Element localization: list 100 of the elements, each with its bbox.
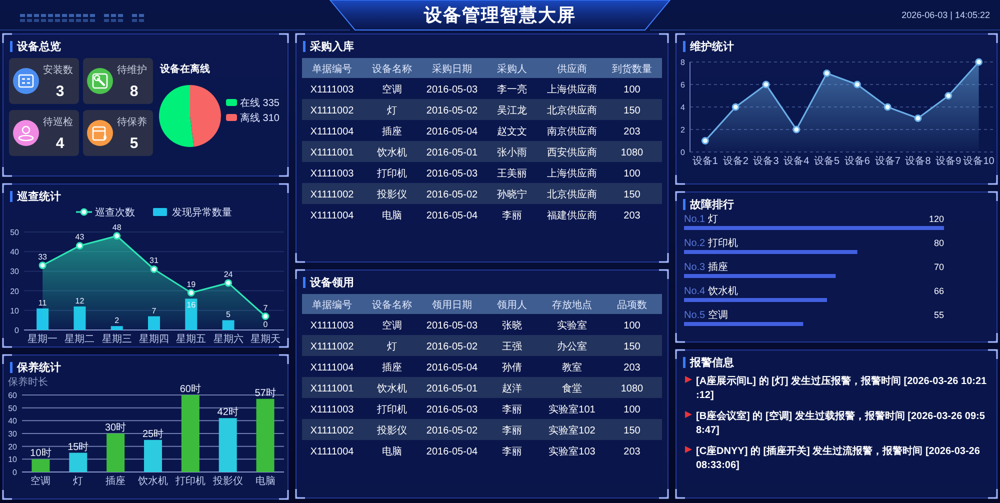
x-tick-label: 灯 [73, 475, 84, 487]
data-label: 48 [112, 222, 122, 232]
text: 1080 [620, 384, 644, 394]
y-tick-label: No.2 打印机 [684, 237, 738, 249]
category-label: 采购日期 [432, 63, 472, 75]
category-label: 设备名称 [372, 299, 412, 311]
text: 2016-05-01 [426, 148, 478, 158]
text: 食堂 [562, 384, 582, 394]
y-tick-label: 10 [10, 306, 20, 316]
chart-title: 故障排行 [689, 198, 734, 211]
text: 吴江龙 [497, 106, 527, 116]
text: 1080 [620, 148, 644, 158]
text: 100 [624, 84, 640, 96]
x-tick-label: 插座 [106, 475, 126, 487]
legend-label: 离线 310 [240, 112, 280, 124]
data-label: 0 [263, 320, 268, 329]
text: X1111003 [310, 320, 354, 332]
x-tick-label: 星期三 [102, 333, 132, 345]
text: X1111004 [310, 362, 354, 374]
x-tick-label: 投影仪 [212, 475, 243, 487]
text: 投影仪 [377, 426, 407, 436]
chart-title: 巡查统计 [16, 190, 61, 203]
category-label: 待保养 [117, 116, 147, 128]
text: 2016-05-04 [426, 210, 478, 222]
text: 空调 [382, 84, 402, 96]
text: 张小雨 [497, 148, 527, 158]
text: X1111001 [310, 384, 354, 394]
text: X1111004 [310, 210, 354, 222]
text: 2026-06-03 | 14:05:22 [902, 10, 990, 20]
x-tick-label: 设备9 [936, 155, 962, 167]
text: 150 [624, 342, 640, 352]
category-label: 设备名称 [372, 63, 412, 75]
text: X1111002 [310, 342, 354, 352]
x-tick-label: 设备5 [814, 155, 840, 167]
text: [C座DNYY] 的 [插座开关] 发生过流报警，报警时间 [2026-03-26 08:33:06] [696, 445, 983, 471]
y-tick-label: No.4 饮水机 [684, 285, 738, 297]
category-label: 单据编号 [312, 63, 352, 75]
text: 实验室101 [548, 404, 596, 416]
chart-title: 维护统计 [689, 40, 734, 53]
text: 上海供应商 [547, 168, 597, 180]
category-label: 待巡检 [43, 116, 73, 128]
text: 2016-05-03 [426, 320, 478, 332]
y-tick-label: No.1 灯 [684, 213, 718, 225]
data-label: 16 [186, 300, 196, 310]
text: 100 [624, 320, 640, 332]
text: 3 [56, 83, 64, 100]
data-label: 2 [114, 316, 120, 326]
y-tick-label: 60 [8, 391, 18, 400]
legend-label: 发现异常数量 [172, 206, 232, 218]
data-label: 12 [75, 296, 85, 306]
y-tick-label: 10 [8, 455, 18, 464]
data-label: 11 [38, 298, 48, 308]
text: 李丽 [502, 404, 522, 416]
text: 150 [624, 426, 640, 436]
text: 4 [56, 135, 65, 152]
y-tick-label: 4 [680, 103, 686, 112]
text: 王强 [502, 342, 522, 352]
text: 2016-05-04 [426, 446, 478, 458]
text: 203 [624, 126, 640, 138]
text: 实验室103 [548, 446, 596, 458]
text: 办公室 [557, 342, 587, 352]
data-label: 43 [75, 232, 85, 242]
text: 西安供应商 [547, 148, 597, 158]
text: 孙倩 [502, 362, 522, 374]
y-tick-label: 8 [680, 58, 686, 67]
text: X1111003 [310, 168, 354, 180]
text: 8 [130, 83, 138, 100]
category-label: 领用人 [497, 299, 527, 311]
text: 实验室 [557, 320, 587, 332]
legend-label: 巡查次数 [95, 206, 135, 218]
text: X1111004 [310, 126, 354, 138]
category-label: 存放地点 [552, 299, 592, 311]
text: 李丽 [502, 426, 522, 436]
data-label: 70 [934, 262, 944, 272]
text: 孙晓宁 [497, 190, 527, 200]
y-tick-label: 0 [680, 148, 686, 157]
text: 北京供应商 [547, 106, 597, 116]
x-tick-label: 星期一 [28, 333, 58, 345]
x-tick-label: 星期四 [139, 333, 169, 345]
data-label: 7 [152, 306, 157, 316]
text: 2016-05-04 [426, 362, 478, 374]
text: 2016-05-01 [426, 384, 478, 394]
x-tick-label: 设备2 [722, 155, 749, 167]
x-tick-label: 打印机 [174, 475, 206, 487]
x-tick-label: 星期天 [250, 333, 280, 345]
text: X1111002 [310, 106, 354, 116]
text: 打印机 [377, 168, 407, 180]
x-tick-label: 设备4 [784, 155, 810, 167]
data-label: 33 [38, 252, 48, 262]
text: 王美丽 [497, 168, 527, 180]
category-label: 品项数 [617, 300, 647, 311]
x-tick-label: 设备8 [905, 155, 932, 167]
x-tick-label: 饮水机 [137, 475, 168, 487]
data-label: 30时 [105, 422, 126, 434]
data-label: 25时 [142, 428, 164, 440]
y-tick-label: 30 [10, 267, 20, 276]
text: 灯 [387, 106, 397, 116]
text: 李一亮 [497, 84, 527, 96]
text: 北京供应商 [547, 190, 597, 200]
y-axis-title: 保养时长 [8, 376, 48, 388]
